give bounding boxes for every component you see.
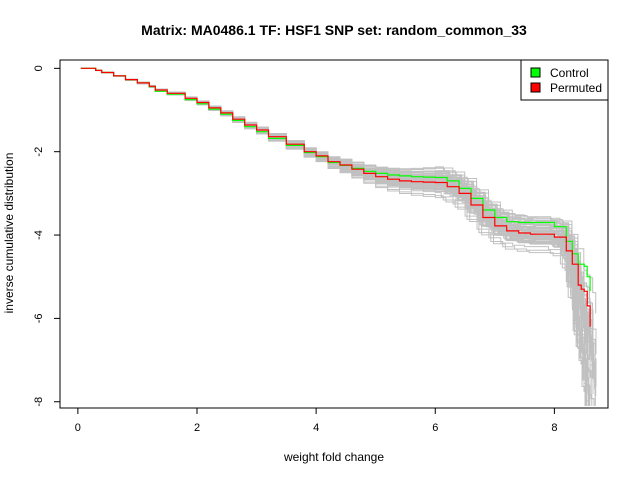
y-tick-label: -4	[33, 230, 45, 240]
x-axis-label: weight fold change	[283, 450, 384, 464]
x-tick-label: 8	[551, 422, 557, 434]
y-tick-label: -8	[33, 397, 45, 407]
legend: Control Permuted	[520, 59, 609, 101]
series-lines	[80, 67, 591, 327]
legend-box	[520, 59, 609, 101]
plot-frame	[59, 59, 609, 409]
x-tick-label: 2	[194, 422, 200, 434]
y-tick-label: -2	[33, 147, 45, 157]
y-tick-label: -6	[33, 314, 45, 324]
x-tick-label: 4	[313, 422, 319, 434]
legend-swatch-permuted	[530, 82, 541, 93]
chart-title: Matrix: MA0486.1 TF: HSF1 SNP set: rando…	[141, 22, 527, 38]
legend-label-control: Control	[550, 66, 589, 80]
legend-swatch-control	[530, 67, 541, 78]
x-tick-label: 0	[75, 422, 81, 434]
x-tick-label: 6	[432, 422, 438, 434]
legend-label-permuted: Permuted	[550, 81, 602, 95]
series-line-permuted	[80, 67, 591, 327]
y-axis-label: inverse cumulative distribution	[2, 153, 16, 314]
y-tick-label: 0	[33, 65, 45, 71]
